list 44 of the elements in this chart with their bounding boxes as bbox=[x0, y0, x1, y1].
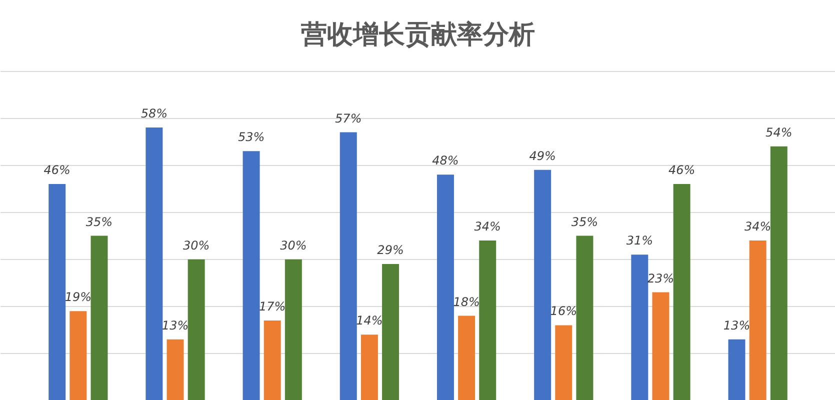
data-label: 30% bbox=[183, 238, 210, 252]
data-label: 34% bbox=[744, 219, 772, 234]
bar bbox=[652, 292, 670, 400]
bar bbox=[631, 254, 648, 400]
bar bbox=[479, 240, 496, 400]
data-label: 57% bbox=[335, 111, 362, 126]
bar bbox=[166, 339, 184, 400]
bar bbox=[264, 320, 281, 400]
data-label: 30% bbox=[280, 238, 307, 252]
bar bbox=[48, 184, 66, 400]
data-label: 13% bbox=[723, 318, 750, 332]
bar bbox=[728, 339, 746, 400]
bar bbox=[576, 236, 594, 400]
bar bbox=[340, 132, 357, 400]
data-label: 19% bbox=[64, 290, 92, 304]
bar bbox=[360, 334, 378, 400]
bar bbox=[146, 128, 163, 400]
bar bbox=[770, 146, 788, 400]
data-label: 13% bbox=[162, 318, 189, 332]
bar bbox=[284, 259, 302, 400]
data-label: 35% bbox=[571, 214, 598, 229]
data-label: 49% bbox=[529, 148, 556, 163]
bar bbox=[90, 236, 108, 400]
chart-title: 营收增长贡献率分析 bbox=[300, 20, 535, 50]
data-label: 35% bbox=[86, 214, 113, 229]
data-label: 58% bbox=[140, 106, 168, 121]
bar bbox=[70, 311, 87, 400]
data-label: 29% bbox=[377, 243, 404, 258]
data-label: 34% bbox=[474, 219, 501, 234]
bar bbox=[458, 316, 476, 400]
data-label: 31% bbox=[626, 234, 653, 248]
data-label: 53% bbox=[238, 130, 265, 144]
bar bbox=[188, 259, 205, 400]
bar bbox=[555, 325, 572, 400]
bar bbox=[534, 170, 552, 400]
data-label: 48% bbox=[432, 154, 459, 168]
data-label: 46% bbox=[44, 163, 70, 178]
data-label: 46% bbox=[668, 163, 696, 178]
data-label: 54% bbox=[766, 125, 792, 140]
bar bbox=[673, 184, 690, 400]
bar bbox=[436, 174, 454, 400]
bar bbox=[382, 264, 400, 400]
bar bbox=[242, 151, 260, 400]
bar bbox=[749, 240, 766, 400]
